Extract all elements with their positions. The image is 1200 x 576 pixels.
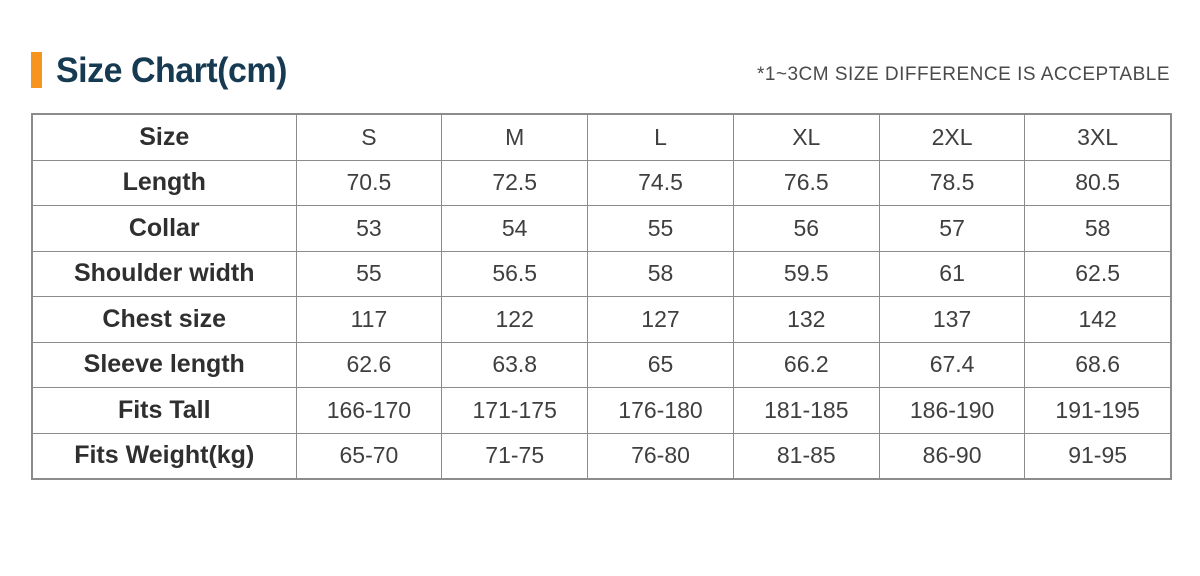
size-chart-table: Size S M L XL 2XL 3XL Length 70.5 72.5 7… <box>31 113 1172 480</box>
table-cell: 76-80 <box>587 432 734 480</box>
table-cell: 61 <box>878 250 1026 297</box>
table-cell: 62.5 <box>1024 250 1172 297</box>
table-cell: 55 <box>587 205 734 252</box>
row-label: Fits Tall <box>31 387 297 434</box>
table-cell: 68.6 <box>1024 341 1172 388</box>
row-label: Chest size <box>31 296 297 343</box>
table-cell: 132 <box>732 296 880 343</box>
table-cell: 181-185 <box>732 387 880 434</box>
col-header-l: L <box>587 113 734 161</box>
table-cell: 56 <box>732 205 880 252</box>
table-cell: 80.5 <box>1024 159 1172 206</box>
table-cell: 63.8 <box>441 341 589 388</box>
table-row-collar: Collar 53 54 55 56 57 58 <box>31 205 1172 252</box>
table-row-length: Length 70.5 72.5 74.5 76.5 78.5 80.5 <box>31 159 1172 206</box>
table-cell: 65 <box>587 341 734 388</box>
table-cell: 142 <box>1024 296 1172 343</box>
row-label: Length <box>31 159 297 206</box>
table-cell: 81-85 <box>732 432 880 480</box>
table-cell: 55 <box>295 250 443 297</box>
table-cell: 70.5 <box>295 159 443 206</box>
col-header-xl: XL <box>732 113 880 161</box>
table-row-shoulder-width: Shoulder width 55 56.5 58 59.5 61 62.5 <box>31 250 1172 297</box>
table-cell: 191-195 <box>1024 387 1172 434</box>
header: Size Chart(cm) *1~3CM SIZE DIFFERENCE IS… <box>31 48 1170 92</box>
row-label: Fits Weight(kg) <box>31 432 297 480</box>
table-cell: 122 <box>441 296 589 343</box>
col-header-2xl: 2XL <box>878 113 1026 161</box>
table-cell: 59.5 <box>732 250 880 297</box>
row-label: Shoulder width <box>31 250 297 297</box>
table-cell: 57 <box>878 205 1026 252</box>
row-label: Sleeve length <box>31 341 297 388</box>
table-cell: 171-175 <box>441 387 589 434</box>
table-row-chest-size: Chest size 117 122 127 132 137 142 <box>31 296 1172 343</box>
page-title: Size Chart(cm) <box>56 50 287 90</box>
table-cell: 127 <box>587 296 734 343</box>
table-row-fits-tall: Fits Tall 166-170 171-175 176-180 181-18… <box>31 387 1172 434</box>
col-header-s: S <box>295 113 443 161</box>
table-cell: 72.5 <box>441 159 589 206</box>
table-cell: 117 <box>295 296 443 343</box>
table-cell: 74.5 <box>587 159 734 206</box>
table-cell: 76.5 <box>732 159 880 206</box>
table-cell: 58 <box>1024 205 1172 252</box>
table-cell: 65-70 <box>295 432 443 480</box>
table-cell: 166-170 <box>295 387 443 434</box>
title-accent-bar-icon <box>31 52 42 88</box>
table-cell: 86-90 <box>878 432 1026 480</box>
table-header-row: Size S M L XL 2XL 3XL <box>31 113 1172 161</box>
col-header-m: M <box>441 113 589 161</box>
title-block: Size Chart(cm) <box>31 52 294 88</box>
table-row-fits-weight: Fits Weight(kg) 65-70 71-75 76-80 81-85 … <box>31 432 1172 480</box>
table-cell: 137 <box>878 296 1026 343</box>
table-cell: 56.5 <box>441 250 589 297</box>
row-label: Collar <box>31 205 297 252</box>
table-cell: 78.5 <box>878 159 1026 206</box>
size-difference-note: *1~3CM SIZE DIFFERENCE IS ACCEPTABLE <box>756 64 1170 85</box>
table-cell: 176-180 <box>587 387 734 434</box>
table-cell: 53 <box>295 205 443 252</box>
table-cell: 66.2 <box>732 341 880 388</box>
table-cell: 186-190 <box>878 387 1026 434</box>
corner-header-size: Size <box>31 113 297 161</box>
col-header-3xl: 3XL <box>1024 113 1172 161</box>
table-cell: 67.4 <box>878 341 1026 388</box>
table-cell: 58 <box>587 250 734 297</box>
table-cell: 91-95 <box>1024 432 1172 480</box>
table-row-sleeve-length: Sleeve length 62.6 63.8 65 66.2 67.4 68.… <box>31 341 1172 388</box>
table-cell: 71-75 <box>441 432 589 480</box>
table-cell: 54 <box>441 205 589 252</box>
table-cell: 62.6 <box>295 341 443 388</box>
